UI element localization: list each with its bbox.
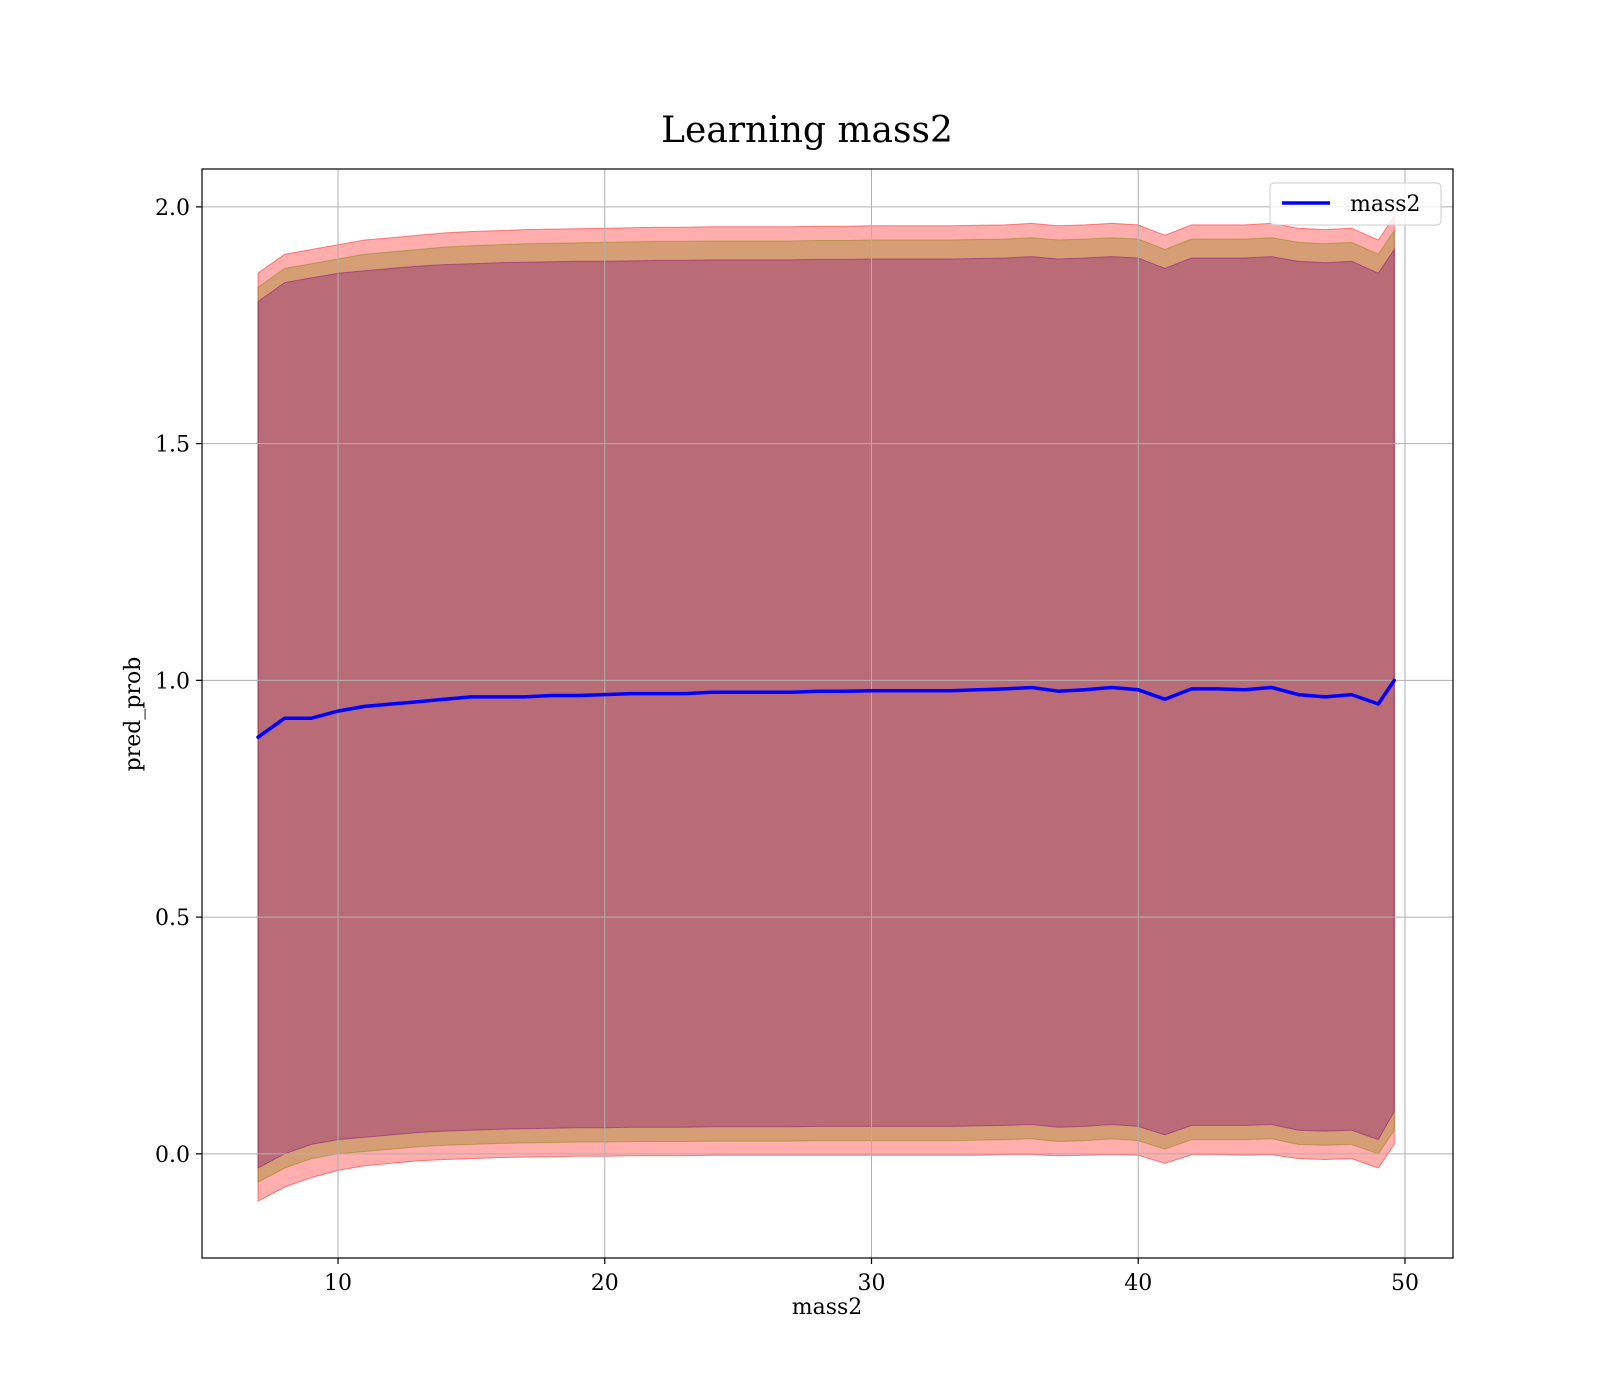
legend-entry-mass2: mass2: [1350, 192, 1421, 217]
confidence-band-1: [257, 214, 1395, 1203]
x-tick-label-3: 40: [1124, 1271, 1152, 1296]
axis-ticks: 10 20 30 40 50 0.0 0.5 1.0 1.5 2.0: [155, 196, 1419, 1296]
y-tick-label-1: 0.5: [155, 906, 190, 931]
legend-box: [1269, 182, 1442, 226]
y-tick-label-2: 1.0: [155, 669, 190, 694]
x-tick-label-0: 10: [324, 1271, 352, 1296]
data-series: [256, 678, 1397, 739]
plot-frame: [201, 168, 1454, 1259]
x-tick-label-4: 50: [1391, 1271, 1419, 1296]
y-tick-label-0: 0.0: [155, 1143, 190, 1168]
x-tick-label-2: 30: [858, 1271, 886, 1296]
y-tick-label-3: 1.5: [155, 433, 190, 458]
grid-lines: [202, 169, 1453, 1258]
chart-title: Learning mass2: [661, 110, 953, 151]
x-axis-label: mass2: [792, 1295, 863, 1320]
y-axis-label: pred_prob: [121, 657, 146, 772]
confidence-bands: [257, 214, 1395, 1203]
legend: mass2: [1269, 182, 1442, 226]
x-tick-label-1: 20: [591, 1271, 619, 1296]
series-line-mass2: [256, 678, 1397, 739]
y-tick-label-4: 2.0: [155, 196, 190, 221]
confidence-band-3: [257, 247, 1395, 1169]
confidence-band-2: [257, 228, 1395, 1184]
